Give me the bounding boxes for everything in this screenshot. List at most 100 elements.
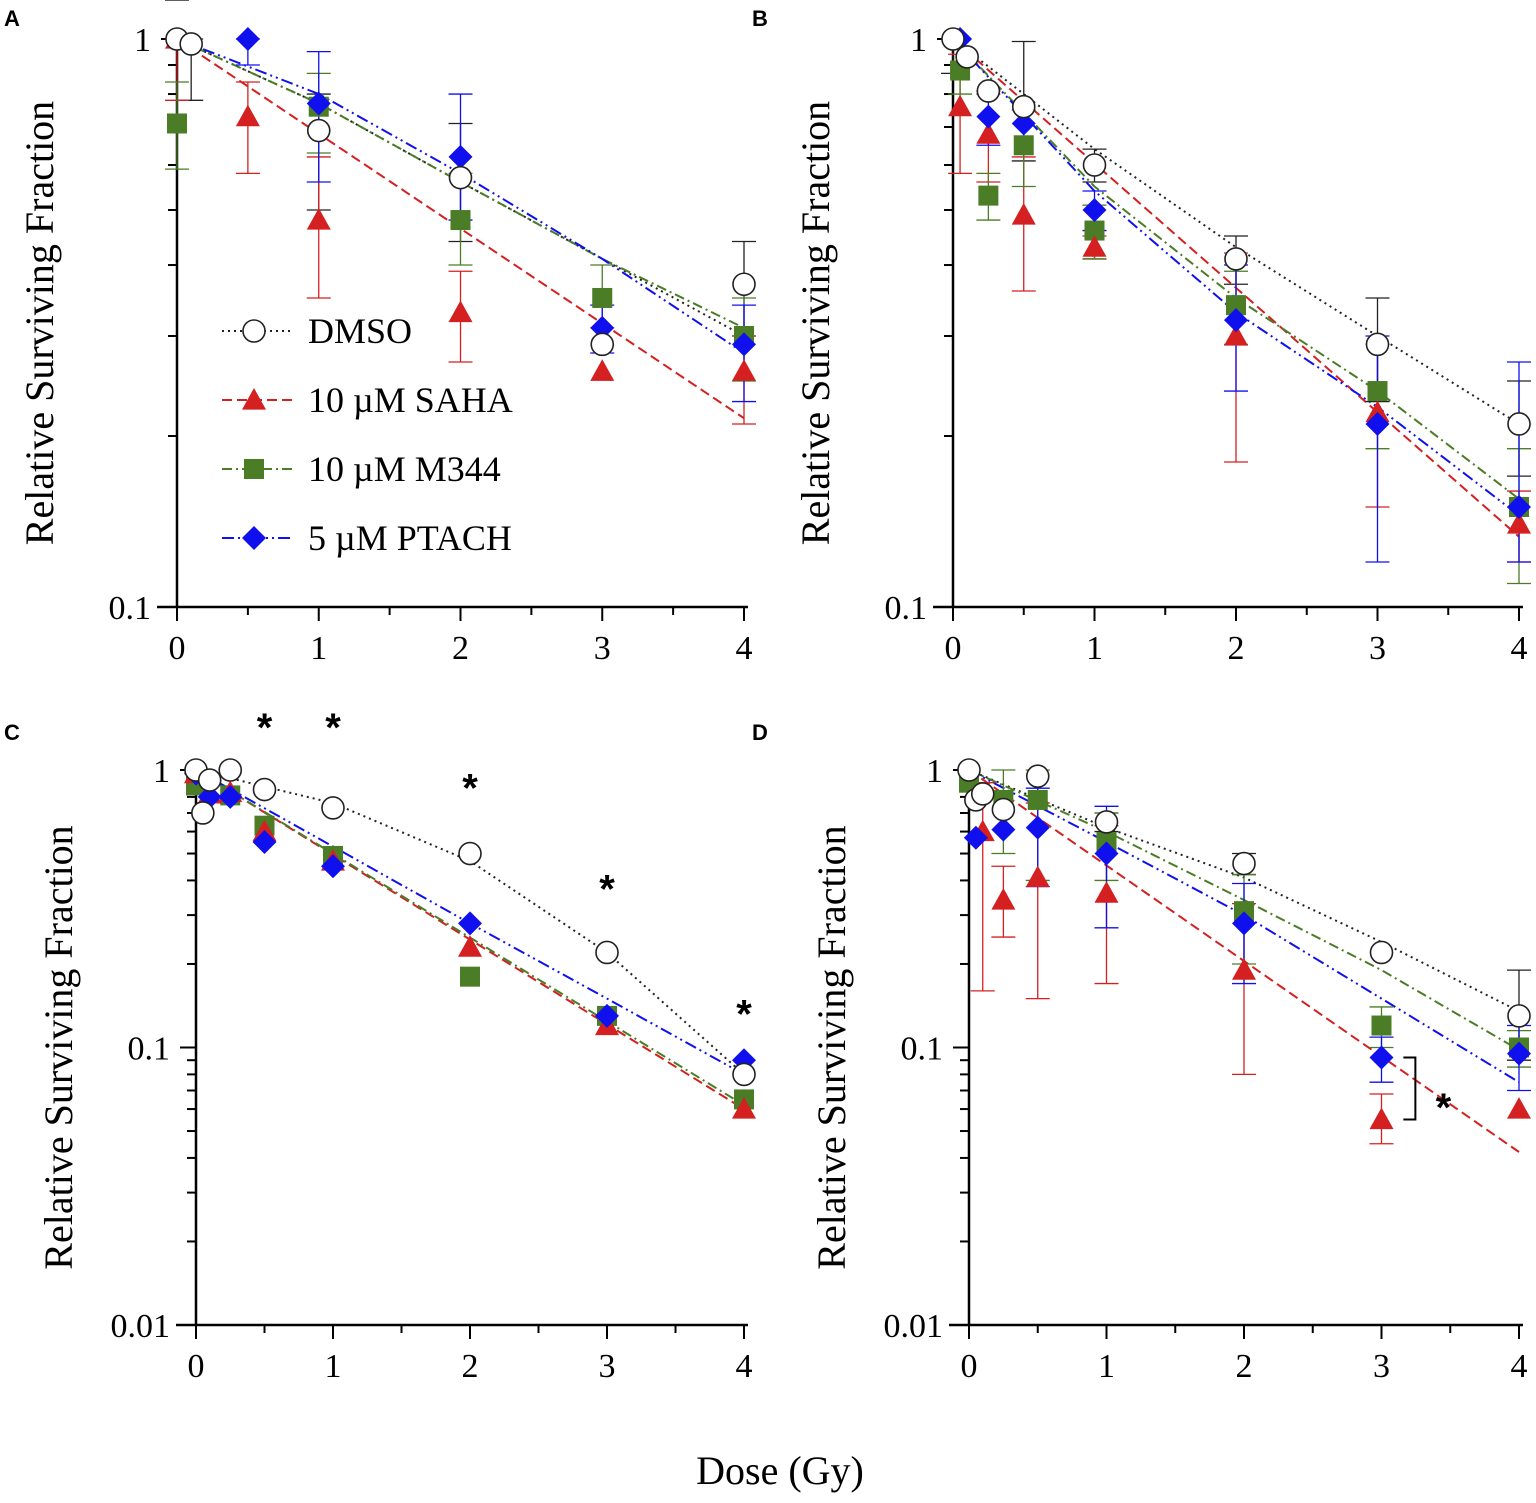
panel-label: C	[4, 720, 20, 745]
y-axis-title: Relative Surviving Fraction	[36, 825, 81, 1269]
point-saha	[1094, 881, 1119, 903]
x-tick-label: 3	[599, 1348, 616, 1385]
point-saha	[1025, 865, 1050, 888]
point-saha	[1082, 235, 1107, 257]
point-m344	[1234, 901, 1254, 922]
point-ptach	[1365, 411, 1390, 436]
y-tick-label: 0.01	[884, 1308, 944, 1345]
significance-star: *	[1436, 1086, 1452, 1130]
panel-label: D	[752, 720, 768, 745]
point-dmso	[941, 27, 965, 51]
point-ptach	[252, 830, 277, 855]
x-axis-title: Dose (Gy)	[696, 1448, 864, 1493]
point-saha	[448, 300, 473, 323]
x-tick-label: 0	[188, 1348, 205, 1385]
x-tick-label: 2	[462, 1348, 479, 1385]
significance-star: *	[599, 868, 615, 912]
point-dmso	[590, 332, 615, 357]
point-dmso	[1094, 810, 1119, 834]
legend-label: 10 µM SAHA	[308, 380, 513, 420]
x-tick-label: 3	[1373, 1348, 1390, 1385]
y-axis-title: Relative Surviving Fraction	[809, 825, 854, 1269]
point-dmso	[957, 758, 981, 782]
point-ptach	[963, 825, 988, 850]
y-tick-label: 0.1	[109, 590, 152, 627]
point-dmso	[197, 768, 222, 792]
point-ptach	[1369, 1045, 1394, 1070]
point-dmso	[1025, 764, 1050, 788]
point-dmso	[991, 797, 1016, 822]
y-tick-label: 1	[134, 22, 151, 59]
point-dmso	[448, 165, 473, 190]
point-saha	[948, 94, 973, 117]
point-m344	[450, 210, 471, 231]
point-dmso	[955, 45, 979, 69]
point-ptach	[991, 817, 1016, 842]
significance-star: *	[736, 992, 752, 1036]
point-saha	[1507, 511, 1531, 534]
chart-panel-a: A Relative Surviving Fraction 0 1 2 3 4 0.1 1 DMS…	[4, 0, 756, 667]
point-m344	[460, 966, 480, 987]
point-saha	[1365, 400, 1390, 423]
point-ptach	[595, 1003, 619, 1028]
point-ptach	[732, 332, 756, 357]
point-saha	[1224, 323, 1248, 346]
point-saha	[590, 359, 615, 381]
point-dmso	[976, 79, 1001, 103]
y-axis-title: Relative Surviving Fraction	[17, 101, 62, 545]
fit-line-m344	[176, 38, 745, 329]
legend: DMSO 10 µM SAHA 10 µM M344 5 µM PTACH	[222, 311, 513, 558]
fit-line-saha	[176, 38, 745, 420]
point-ptach	[1507, 1041, 1531, 1066]
legend-label: DMSO	[308, 311, 412, 351]
significance-star: *	[462, 766, 478, 810]
point-dmso	[1365, 332, 1390, 357]
point-dmso	[1232, 851, 1256, 876]
point-ptach	[235, 27, 260, 51]
point-dmso	[191, 801, 215, 825]
point-saha	[1507, 1097, 1531, 1119]
x-tick-label: 3	[1369, 630, 1386, 667]
point-saha	[1011, 202, 1036, 225]
x-tick-label: 0	[961, 1348, 978, 1385]
point-m344	[1371, 1015, 1392, 1036]
point-ptach	[1025, 815, 1050, 840]
legend-marker-m344	[244, 459, 264, 479]
point-dmso	[321, 796, 345, 820]
point-ptach	[1082, 197, 1107, 222]
point-saha	[732, 1097, 756, 1119]
significance-bracket	[1403, 1056, 1417, 1121]
x-tick-label: 2	[1228, 630, 1245, 667]
x-tick-label: 4	[1511, 630, 1528, 667]
point-saha	[732, 359, 756, 381]
point-m344	[167, 113, 187, 134]
x-tick-label: 0	[169, 630, 186, 667]
y-tick-label: 1	[926, 753, 943, 790]
point-ptach	[218, 784, 243, 809]
y-axis-title: Relative Surviving Fraction	[793, 101, 838, 545]
x-tick-label: 3	[594, 630, 611, 667]
legend-label: 10 µM M344	[308, 449, 501, 489]
point-dmso	[970, 782, 995, 806]
point-ptach	[1094, 841, 1119, 866]
point-m344	[1013, 135, 1034, 156]
point-dmso	[732, 272, 756, 297]
point-ptach	[590, 315, 615, 340]
legend-marker-dmso	[242, 319, 266, 343]
point-ptach	[1507, 494, 1531, 519]
y-tick-label: 1	[910, 22, 927, 59]
point-m344	[1226, 295, 1246, 316]
point-saha	[306, 208, 331, 230]
point-saha	[976, 122, 1001, 144]
y-tick-label: 0.1	[128, 1031, 171, 1068]
point-ptach	[1232, 911, 1256, 936]
point-dmso	[1507, 412, 1531, 436]
legend-label: 5 µM PTACH	[308, 518, 512, 558]
y-tick-label: 0.01	[111, 1308, 171, 1345]
panel-label: A	[4, 6, 20, 31]
point-ptach	[976, 104, 1001, 129]
chart-panel-b: B Relative Surviving Fraction 0 1 2 3 4 0.1 1	[752, 6, 1531, 667]
x-tick-label: 1	[310, 630, 327, 667]
x-tick-label: 1	[325, 1348, 342, 1385]
